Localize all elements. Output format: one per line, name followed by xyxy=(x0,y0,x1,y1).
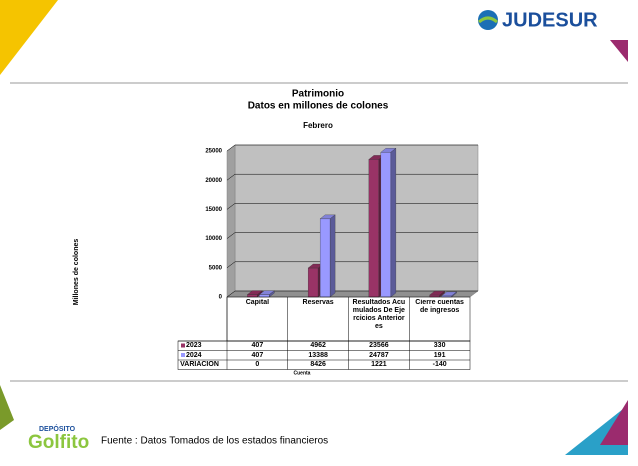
bar-front xyxy=(368,159,380,298)
legend-label: VARIACION xyxy=(180,361,219,368)
bar-side xyxy=(329,214,336,298)
legend-label: 2023 xyxy=(186,342,202,349)
table-value: 13388 xyxy=(308,351,328,359)
y-tick-label: 10000 xyxy=(205,236,222,242)
corner-decoration xyxy=(600,400,628,445)
grid-line xyxy=(226,144,478,152)
category-label: Cierre cuentas de ingresos xyxy=(415,299,464,314)
source-note: Fuente : Datos Tomados de los estados fi… xyxy=(101,436,328,447)
category-label: Capital xyxy=(245,299,270,306)
logo-icon xyxy=(478,16,498,24)
bar-front xyxy=(259,294,270,298)
bar-side xyxy=(451,291,457,298)
table-value: 0 xyxy=(255,361,260,368)
bar-side xyxy=(390,147,397,298)
category-label: Reservas xyxy=(302,299,334,306)
grid-line xyxy=(226,232,478,239)
side-wall xyxy=(226,144,236,298)
category-label: Resultados Acumulados De Ejercicios Ante… xyxy=(352,299,406,330)
table-value: 330 xyxy=(433,342,446,349)
y-tick-label: 25000 xyxy=(205,149,222,155)
bar-front xyxy=(247,294,258,298)
back-wall xyxy=(234,144,479,292)
corner-decoration xyxy=(0,0,58,75)
bar-side xyxy=(269,290,275,298)
corner-decoration xyxy=(610,40,628,62)
table-value: 407 xyxy=(251,351,264,359)
grid-line xyxy=(226,203,478,210)
corner-decoration xyxy=(0,385,14,430)
logo: JUDESUR xyxy=(502,9,598,31)
logo: Golfito xyxy=(28,432,89,453)
legend-swatch xyxy=(181,343,185,348)
x-axis-label: Cuenta xyxy=(294,370,311,376)
legend-swatch xyxy=(181,353,185,357)
table-value: 1221 xyxy=(371,361,387,368)
y-tick-label: 0 xyxy=(219,295,223,301)
bar-side xyxy=(439,290,445,298)
bar-front xyxy=(380,152,392,298)
table-value: 191 xyxy=(433,351,446,359)
table-value: 4962 xyxy=(310,342,326,349)
y-tick-label: 5000 xyxy=(209,265,223,271)
grid-line xyxy=(226,261,478,268)
period: Febrero xyxy=(303,121,333,130)
y-tick-label: 15000 xyxy=(205,207,222,213)
logo-small: DEPÓSITO xyxy=(39,424,76,433)
logo-icon xyxy=(478,10,498,30)
bar-front xyxy=(429,294,440,298)
chart-title: Patrimonio xyxy=(292,89,344,100)
table-value: 23566 xyxy=(369,342,389,349)
y-axis-label: Millones de colones xyxy=(73,239,80,306)
table-value: 8426 xyxy=(310,361,326,368)
y-tick-label: 20000 xyxy=(205,178,222,184)
table-value: 24787 xyxy=(369,351,389,359)
table-value: -140 xyxy=(432,361,447,368)
legend-label: 2024 xyxy=(186,351,202,359)
chart-subtitle: Datos en millones de colones xyxy=(248,101,389,112)
table-value: 407 xyxy=(251,342,264,349)
grid-line xyxy=(226,290,478,298)
grid-line xyxy=(226,173,478,181)
bar-front xyxy=(307,267,319,298)
bar-front xyxy=(319,218,331,298)
